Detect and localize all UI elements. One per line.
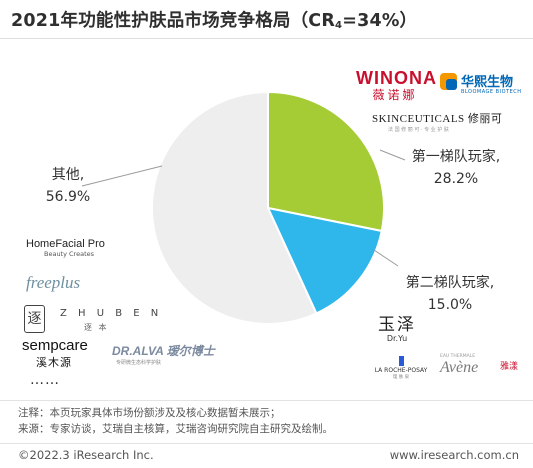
chart-title: 2021年功能性护肤品市场竞争格局（CR4=34%） xyxy=(11,7,526,32)
bloomage-mark-icon-inner xyxy=(446,79,457,90)
chart-source: 来源：专家访谈，艾瑞自主核算，艾瑞咨询研究院自主研究及绘制。 xyxy=(18,423,333,435)
pie-slice-tier1 xyxy=(267,90,385,233)
homefacialpro-logo-name: HomeFacial Pro xyxy=(26,238,105,250)
pie-slice-tier2 xyxy=(266,206,383,315)
winona-logo-cn: 薇诺娜 xyxy=(372,88,418,102)
laroche-posay-logo-sub: 理 肤 泉 xyxy=(392,375,410,380)
pie-chart xyxy=(81,90,406,325)
dralva-logo: DR.ALVA 瑷尔博士 专研微生态科学护肤 xyxy=(112,342,215,366)
sempcare-logo-cn: 溪木源 xyxy=(36,356,72,369)
footer-url: www.iresearch.com.cn xyxy=(389,448,519,462)
bloomage-logo-en: BLOOMAGE BIOTECH xyxy=(461,89,522,95)
slice-label-tier1: 第一梯队玩家, 28.2% xyxy=(402,146,510,190)
skinceuticals-logo: SKINCEUTICALS 修丽可 法 国 修 丽 可 · 专 业 护 肤 xyxy=(372,110,522,133)
title-tail: =34%） xyxy=(342,11,418,31)
slice-value-tier1: 28.2% xyxy=(433,171,479,187)
slice-value-tier2: 15.0% xyxy=(427,297,473,313)
slice-name-tier2: 第二梯队玩家, xyxy=(405,275,495,291)
notes-divider xyxy=(0,400,533,401)
chart-note: 注释：本页玩家具体市场份额涉及及核心数据暂未展示； xyxy=(18,407,281,419)
skinceuticals-logo-name: SKINCEUTICALS 修丽可 xyxy=(372,113,503,125)
pie-slice-others xyxy=(151,90,318,325)
freeplus-logo: freeplus xyxy=(26,274,96,292)
slice-value-others: 56.9% xyxy=(45,189,91,205)
zhuben-logo: 逐 Z H U B E N 逐 本 xyxy=(24,305,158,335)
more-brands-ellipsis: …… xyxy=(30,372,60,388)
zhuben-seal-icon: 逐 xyxy=(24,305,45,333)
skinceuticals-logo-sub: 法 国 修 丽 可 · 专 业 护 肤 xyxy=(388,127,449,133)
winona-logo: WINONA 薇诺娜 xyxy=(356,68,437,102)
homefacialpro-logo: HomeFacial Pro Beauty Creates xyxy=(26,238,126,258)
leader-line-others xyxy=(81,165,163,187)
avene-logo-name: Avène xyxy=(440,359,479,376)
laroche-posay-logo-name: LA ROCHE-POSAY xyxy=(374,367,428,374)
yuze-logo-cn: 玉泽 xyxy=(378,315,416,335)
avene-logo-top: EAU THERMALE xyxy=(440,354,476,359)
yuze-logo-en: Dr.Yu xyxy=(386,334,408,343)
avene-logo-cn: 雅漾 xyxy=(500,362,519,372)
yuze-logo: 玉泽 Dr.Yu xyxy=(374,316,420,344)
slice-label-tier2: 第二梯队玩家, 15.0% xyxy=(396,272,504,316)
freeplus-logo-name: freeplus xyxy=(26,273,81,292)
dralva-logo-sub: 专研微生态科学护肤 xyxy=(116,360,162,366)
dralva-logo-name: DR.ALVA 瑷尔博士 xyxy=(112,344,215,358)
slice-name-tier1: 第一梯队玩家, xyxy=(411,149,501,165)
slice-label-others: 其他, 56.9% xyxy=(28,164,108,208)
bloomage-logo: 华熙生物 BLOOMAGE BIOTECH xyxy=(440,71,532,101)
homefacialpro-logo-tag: Beauty Creates xyxy=(44,250,95,258)
sempcare-logo-en: sempcare xyxy=(22,337,88,354)
footer-divider xyxy=(0,443,533,444)
footer-copyright: ©2022.3 iResearch Inc. xyxy=(18,448,154,462)
leader-line-tier1 xyxy=(379,149,406,161)
laroche-posay-logo: LA ROCHE-POSAY 理 肤 泉 xyxy=(368,356,434,380)
sempcare-logo: sempcare 溪木源 xyxy=(22,338,112,370)
avene-logo: EAU THERMALE Avène 雅漾 xyxy=(440,354,520,377)
title-divider xyxy=(0,38,533,39)
bloomage-logo-cn: 华熙生物 xyxy=(461,75,514,90)
title-subscript: 4 xyxy=(335,20,343,31)
leader-line-tier2 xyxy=(373,249,399,267)
laroche-posay-mark-icon xyxy=(398,356,404,366)
slice-name-others: 其他, xyxy=(51,167,85,183)
winona-logo-en: WINONA xyxy=(356,68,437,88)
title-main: 2021年功能性护肤品市场竞争格局（CR xyxy=(11,11,336,31)
zhuben-logo-en: Z H U B E N xyxy=(60,308,163,319)
zhuben-logo-cn: 逐 本 xyxy=(84,323,109,332)
